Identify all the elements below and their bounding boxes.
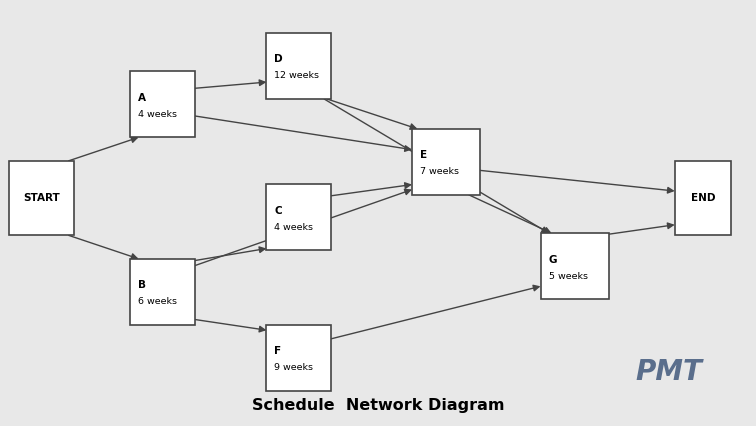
Text: D: D — [274, 55, 283, 64]
Text: 7 weeks: 7 weeks — [420, 167, 459, 176]
Bar — [266, 33, 331, 99]
Text: E: E — [420, 150, 427, 160]
Text: Schedule  Network Diagram: Schedule Network Diagram — [252, 398, 504, 413]
Bar — [541, 233, 609, 299]
Bar — [266, 325, 331, 391]
Bar — [130, 71, 195, 137]
Text: C: C — [274, 206, 282, 216]
Text: 4 weeks: 4 weeks — [274, 223, 313, 232]
Text: 4 weeks: 4 weeks — [138, 110, 177, 119]
Bar — [412, 129, 480, 195]
Text: 12 weeks: 12 weeks — [274, 72, 319, 81]
Text: 5 weeks: 5 weeks — [549, 272, 587, 281]
Text: F: F — [274, 346, 281, 356]
Text: END: END — [691, 193, 715, 203]
Bar — [130, 259, 195, 325]
Bar — [674, 161, 731, 235]
Text: B: B — [138, 280, 146, 290]
Text: START: START — [23, 193, 60, 203]
Text: 6 weeks: 6 weeks — [138, 297, 177, 306]
Text: A: A — [138, 93, 146, 103]
Bar — [266, 184, 331, 250]
Text: PMT: PMT — [636, 357, 702, 386]
Text: 9 weeks: 9 weeks — [274, 363, 313, 372]
Bar — [9, 161, 74, 235]
Text: G: G — [549, 255, 557, 265]
